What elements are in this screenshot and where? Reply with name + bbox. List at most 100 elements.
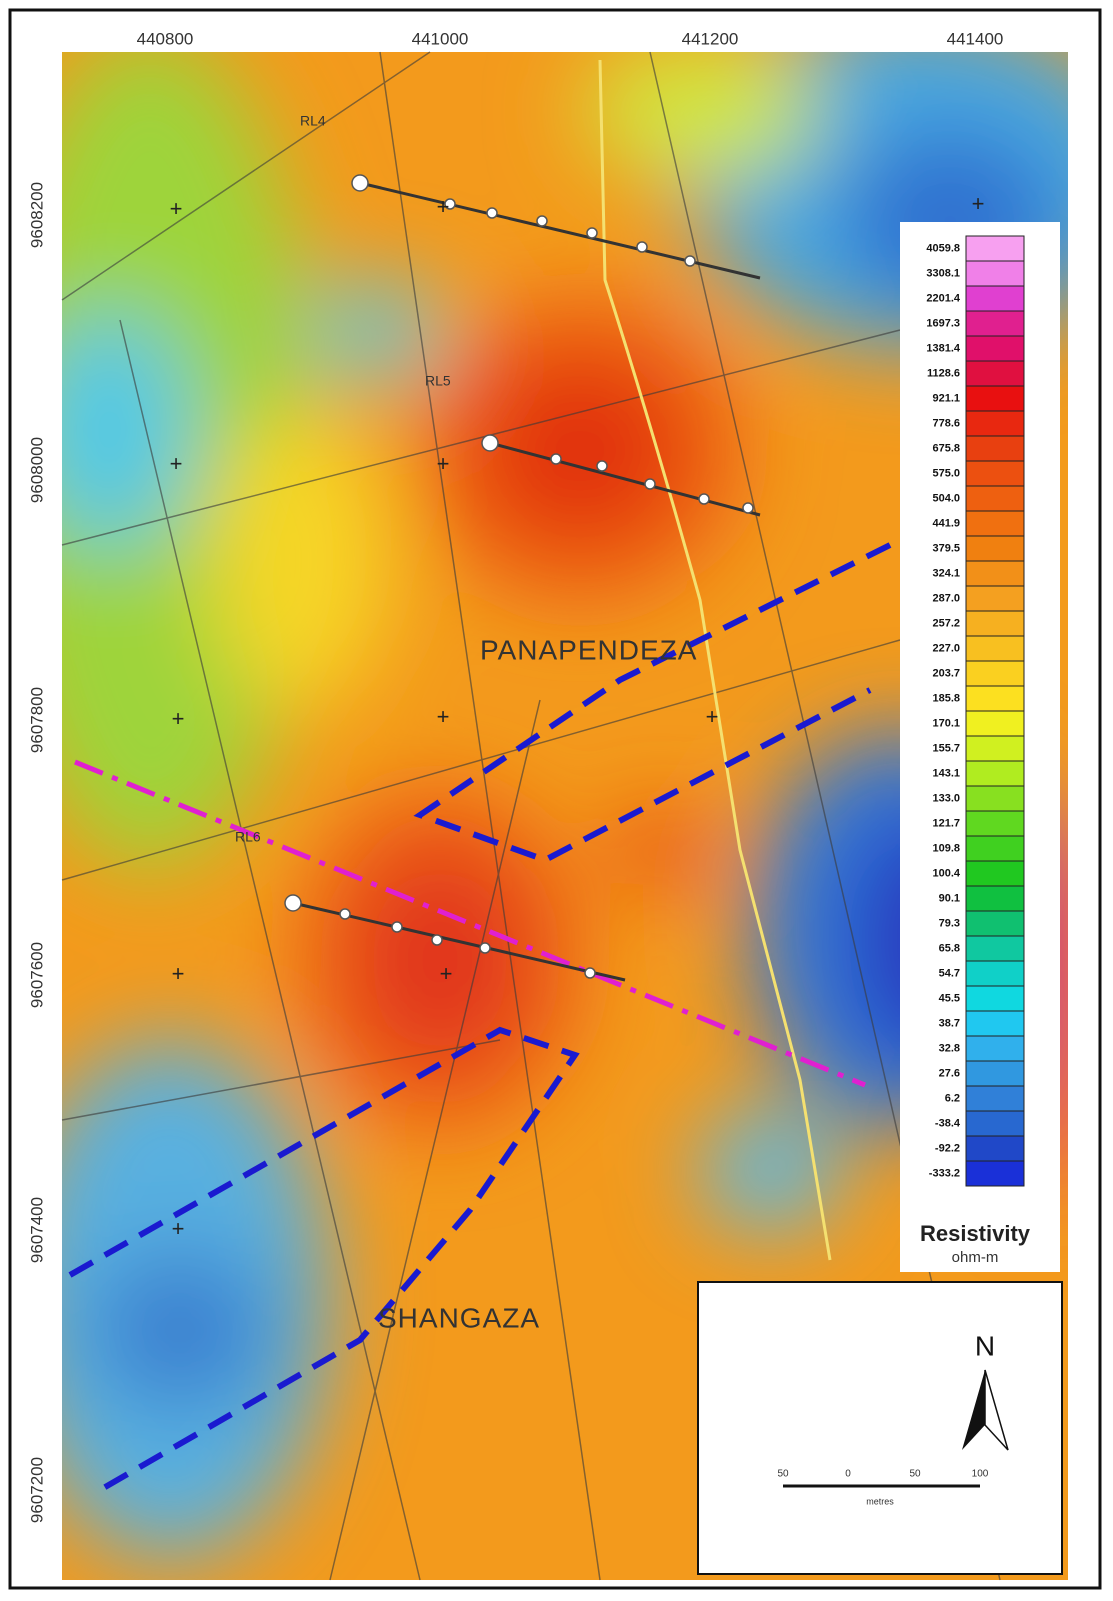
legend-label: -333.2	[929, 1167, 960, 1179]
legend-swatch	[965, 560, 1025, 587]
scale-label: 50	[777, 1469, 789, 1480]
legend-label: 185.8	[932, 692, 960, 704]
legend-swatch	[965, 360, 1025, 387]
svg-text:+: +	[972, 191, 985, 216]
legend-label: 287.0	[932, 592, 960, 604]
legend-swatch	[965, 310, 1025, 337]
legend-label: 38.7	[939, 1017, 960, 1029]
north-label: N	[975, 1330, 995, 1361]
legend: 4059.8 3308.1 2201.4 1697.3 1381.4 1128.6 921.…	[926, 235, 1025, 1187]
legend-label: 257.2	[932, 617, 960, 629]
grid-crosses: + + + + + + + + + + +	[170, 191, 985, 1241]
legend-label: 143.1	[932, 767, 960, 779]
legend-label: 109.8	[932, 842, 960, 854]
legend-label: 90.1	[939, 892, 960, 904]
legend-swatch	[965, 285, 1025, 312]
legend-label: 79.3	[939, 917, 960, 929]
line-label: RL4	[300, 113, 326, 129]
legend-label: 778.6	[932, 417, 960, 429]
legend-swatch	[965, 960, 1025, 987]
legend-label: 227.0	[932, 642, 960, 654]
legend-swatch	[965, 335, 1025, 362]
y-label: 9607600	[27, 942, 46, 1008]
legend-label: 2201.4	[926, 292, 961, 304]
y-label: 9607400	[27, 1197, 46, 1263]
legend-swatch	[965, 1010, 1025, 1037]
legend-swatch	[965, 635, 1025, 662]
legend-label: 6.2	[945, 1092, 960, 1104]
legend-swatch	[965, 835, 1025, 862]
scale-label: 100	[972, 1469, 989, 1480]
legend-label: 575.0	[932, 467, 960, 479]
y-label: 9607200	[27, 1457, 46, 1523]
legend-swatch	[965, 460, 1025, 487]
legend-label: 170.1	[932, 717, 960, 729]
svg-text:+: +	[437, 704, 450, 729]
legend-label: 65.8	[939, 942, 960, 954]
legend-label: 54.7	[939, 967, 960, 979]
legend-label: 1381.4	[926, 342, 961, 354]
legend-label: 45.5	[939, 992, 960, 1004]
legend-swatch	[965, 1035, 1025, 1062]
north-arrow	[984, 1369, 1009, 1451]
legend-label: 1128.6	[927, 367, 960, 379]
svg-text:+: +	[170, 196, 183, 221]
scale-label: 50	[909, 1469, 921, 1480]
legend-swatch	[965, 510, 1025, 537]
legend-swatch	[965, 235, 1025, 262]
svg-text:+: +	[172, 961, 185, 986]
resistivity-surface	[62, 52, 1068, 1580]
legend-swatch	[965, 610, 1025, 637]
legend-swatch	[965, 385, 1025, 412]
legend-swatch	[965, 935, 1025, 962]
area-label: SHANGAZA	[378, 1302, 540, 1333]
legend-swatch	[965, 1060, 1025, 1087]
legend-swatch	[965, 735, 1025, 762]
legend-label: 504.0	[932, 492, 960, 504]
svg-text:+: +	[440, 961, 453, 986]
svg-text:+: +	[437, 194, 450, 219]
legend-label: 4059.8	[926, 242, 960, 254]
y-label: 9608000	[27, 437, 46, 503]
x-label: 440800	[137, 29, 194, 48]
legend-label: 155.7	[932, 742, 960, 754]
y-label: 9608200	[27, 182, 46, 248]
legend-swatch	[965, 710, 1025, 737]
legend-label: 441.9	[932, 517, 960, 529]
legend-label: 379.5	[932, 542, 960, 554]
x-label: 441200	[682, 29, 739, 48]
legend-label: 121.7	[932, 817, 960, 829]
legend-swatch	[965, 910, 1025, 937]
stations	[284, 174, 754, 979]
legend-label: 3308.1	[926, 267, 960, 279]
svg-text:+: +	[172, 706, 185, 731]
scale-ticks: 50 0 50 100	[777, 1469, 988, 1480]
legend-swatch	[965, 1110, 1025, 1137]
legend-swatch	[965, 810, 1025, 837]
road	[598, 59, 832, 1261]
legend-swatch	[965, 435, 1025, 462]
legend-swatch	[965, 860, 1025, 887]
scale-unit: metres	[866, 1496, 894, 1506]
legend-label: 133.0	[932, 792, 960, 804]
line-label: RL6	[235, 829, 261, 845]
y-axis: 9608200 9608000 9607800 9607600 9607400 96072…	[27, 182, 46, 1523]
legend-label: -38.4	[935, 1117, 961, 1129]
legend-swatch	[965, 1135, 1025, 1162]
legend-label: 203.7	[932, 667, 960, 679]
legend-label: 1697.3	[926, 317, 960, 329]
svg-text:+: +	[437, 451, 450, 476]
legend-swatch	[965, 885, 1025, 912]
legend-label: 675.8	[932, 442, 960, 454]
legend-swatch	[965, 410, 1025, 437]
legend-label: -92.2	[935, 1142, 960, 1154]
svg-text:+: +	[706, 704, 719, 729]
area-label: PANAPENDEZA	[480, 634, 697, 665]
legend-label: 324.1	[932, 567, 960, 579]
legend-swatch	[965, 1160, 1025, 1187]
legend-swatch	[965, 985, 1025, 1012]
legend-title: Resistivity	[920, 1221, 1031, 1246]
line-label: RL5	[425, 373, 451, 389]
scale-label: 0	[845, 1469, 851, 1480]
